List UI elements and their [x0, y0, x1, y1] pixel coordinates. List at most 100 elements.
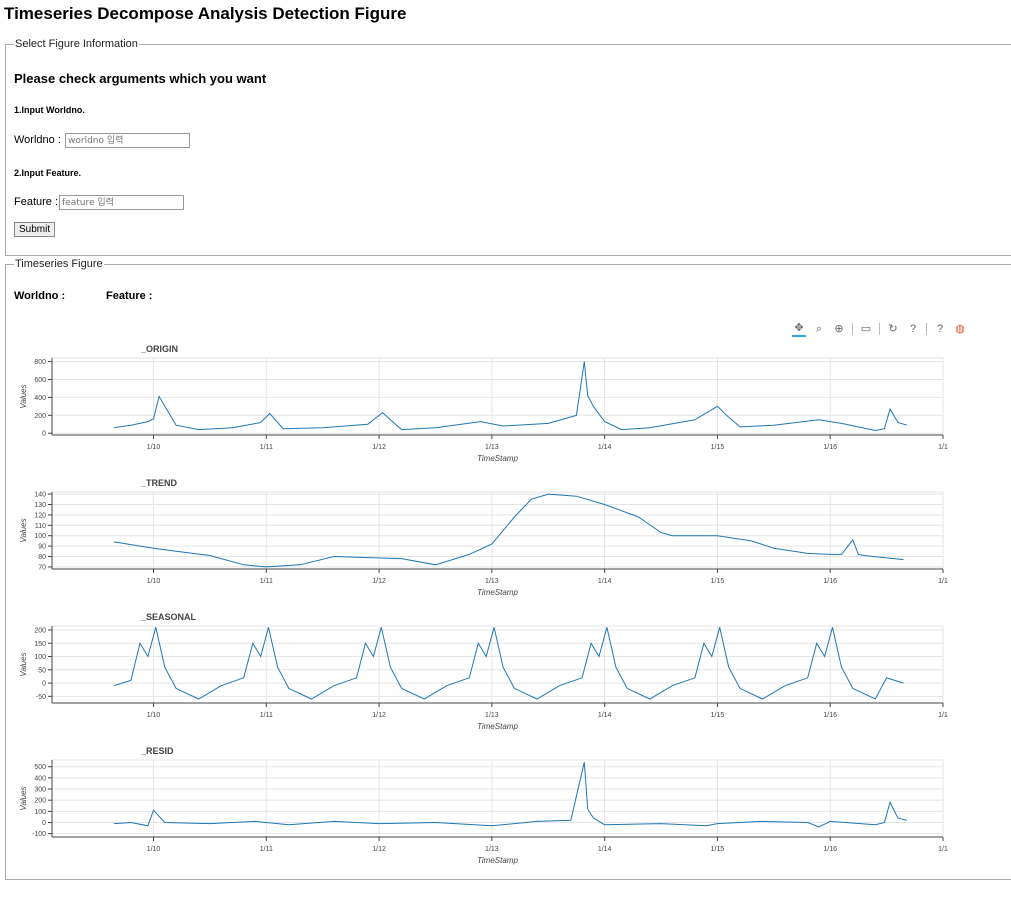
timeseries-figure-legend: Timeseries Figure — [15, 258, 103, 270]
x-tick-label: 1/10 — [147, 444, 161, 451]
y-tick-label: 300 — [34, 787, 46, 794]
x-tick-label: 1/15 — [711, 846, 725, 853]
y-axis-label: Values — [19, 518, 28, 542]
x-tick-label: 1/13 — [485, 578, 499, 585]
x-tick-label: 1/15 — [711, 578, 725, 585]
x-tick-label: 1/13 — [485, 846, 499, 853]
y-tick-label: -50 — [36, 694, 46, 701]
y-tick-label: 400 — [34, 395, 46, 402]
y-tick-label: 800 — [34, 359, 46, 366]
timeseries-figure-fieldset: Timeseries Figure — [5, 258, 1011, 880]
x-tick-label: 1/16 — [823, 578, 837, 585]
x-tick-label: 1/11 — [260, 578, 273, 585]
x-tick-label: 1/16 — [823, 712, 837, 719]
y-tick-label: 100 — [34, 533, 46, 540]
x-tick-label: 1/12 — [372, 578, 386, 585]
y-tick-label: 130 — [34, 502, 46, 509]
x-tick-label: 1/15 — [711, 444, 725, 451]
x-tick-label: 1/10 — [147, 846, 161, 853]
y-tick-label: 80 — [38, 554, 46, 561]
x-axis-label: TimeStamp — [477, 588, 518, 597]
x-tick-label: 1/16 — [823, 444, 837, 451]
y-tick-label: 200 — [34, 627, 46, 634]
form-heading: Please check arguments which you want — [14, 71, 267, 86]
x-tick-label: 1/10 — [147, 578, 161, 585]
y-tick-label: 110 — [35, 523, 46, 530]
x-tick-label: 1/15 — [711, 712, 725, 719]
x-tick-label: 1/12 — [372, 846, 386, 853]
series-line — [113, 493, 904, 568]
plot-frame — [51, 357, 944, 436]
series-line — [113, 627, 904, 700]
x-tick-label: 1/12 — [372, 444, 386, 451]
feature-label: Feature : — [14, 196, 59, 208]
help-icon[interactable]: ? — [909, 323, 917, 335]
chart-title: _ORIGIN — [140, 344, 178, 354]
x-axis-label: TimeStamp — [477, 454, 518, 463]
select-figure-legend: Select Figure Information — [15, 38, 138, 50]
y-tick-label: 600 — [34, 377, 46, 384]
wheel-zoom-icon[interactable]: ⊕ — [834, 323, 844, 335]
y-tick-label: 70 — [38, 564, 46, 571]
y-axis-label: Values — [19, 652, 28, 676]
save-icon[interactable]: ▭ — [860, 323, 872, 335]
y-tick-label: 100 — [34, 809, 46, 816]
hover-help-icon[interactable]: ? — [936, 323, 944, 335]
box-zoom-icon[interactable]: ⌕ — [815, 323, 823, 335]
bokeh-logo-icon: ◍ — [955, 323, 965, 335]
y-tick-label: 150 — [34, 641, 46, 648]
y-tick-label: 100 — [34, 654, 46, 661]
y-tick-label: 90 — [38, 544, 46, 551]
submit-button[interactable]: Submit — [14, 222, 56, 237]
y-tick-label: 0 — [42, 431, 46, 438]
plot-frame — [51, 491, 944, 570]
worldno-info-label: Worldno : — [14, 290, 66, 302]
chart-panel-origin: _ORIGIN 0 200 400 600 800 1/10 1/11 1/12 1/13 1/14… — [19, 344, 948, 463]
plot-toolbar: ✥ ⌕ ⊕ ▭ ↻?? ◍ — [792, 321, 967, 337]
worldno-label: Worldno : — [14, 134, 61, 146]
x-tick-label: 1/13 — [485, 712, 499, 719]
y-tick-label: 0 — [42, 820, 46, 827]
x-tick-label: 1/13 — [485, 444, 499, 451]
x-tick-label: 1/12 — [372, 712, 386, 719]
y-tick-label: 50 — [38, 667, 46, 674]
series-line — [113, 762, 908, 828]
step2-heading: 2.Input Feature. — [14, 168, 82, 178]
chart-title: _SEASONAL — [140, 612, 197, 622]
x-tick-label: 1/14 — [598, 578, 612, 585]
x-tick-label: 1/14 — [598, 444, 612, 451]
y-tick-label: 0 — [42, 681, 46, 688]
x-tick-label: 1/11 — [260, 846, 273, 853]
select-figure-fieldset: Select Figure Information — [5, 38, 1011, 256]
feature-input[interactable] — [59, 195, 184, 210]
chart-title: _RESID — [140, 746, 174, 756]
y-tick-label: 200 — [34, 798, 46, 805]
x-tick-label: 1/1 — [938, 444, 948, 451]
worldno-input[interactable] — [65, 133, 190, 148]
page-title: Timeseries Decompose Analysis Detection … — [4, 4, 407, 23]
x-tick-label: 1/14 — [598, 846, 612, 853]
y-axis-label: Values — [19, 384, 28, 408]
pan-icon[interactable]: ✥ — [792, 321, 806, 337]
plot-frame — [51, 625, 944, 704]
x-tick-label: 1/10 — [147, 712, 161, 719]
y-axis-label: Values — [19, 786, 28, 810]
reset-icon[interactable]: ↻ — [888, 323, 898, 335]
y-tick-label: 500 — [34, 764, 46, 771]
x-axis-label: TimeStamp — [477, 856, 518, 865]
x-tick-label: 1/1 — [938, 712, 948, 719]
y-tick-label: 400 — [34, 775, 46, 782]
step1-heading: 1.Input Worldno. — [14, 105, 85, 115]
y-tick-label: 120 — [34, 512, 46, 519]
chart-panel-resid: _RESID -100 0 100 200 300 400 500 1/10 1/11 1/12 1/… — [19, 746, 948, 865]
y-tick-label: 200 — [34, 413, 46, 420]
chart-title: _TREND — [140, 478, 178, 488]
chart-panel-trend: _TREND 70 80 90 100 110 120 130 140 1/10 1/11 1/12 1… — [19, 478, 948, 597]
feature-info-label: Feature : — [106, 290, 153, 302]
x-tick-label: 1/11 — [260, 712, 273, 719]
x-tick-label: 1/14 — [598, 712, 612, 719]
x-tick-label: 1/1 — [938, 578, 948, 585]
x-tick-label: 1/16 — [823, 846, 837, 853]
x-axis-label: TimeStamp — [477, 722, 518, 731]
